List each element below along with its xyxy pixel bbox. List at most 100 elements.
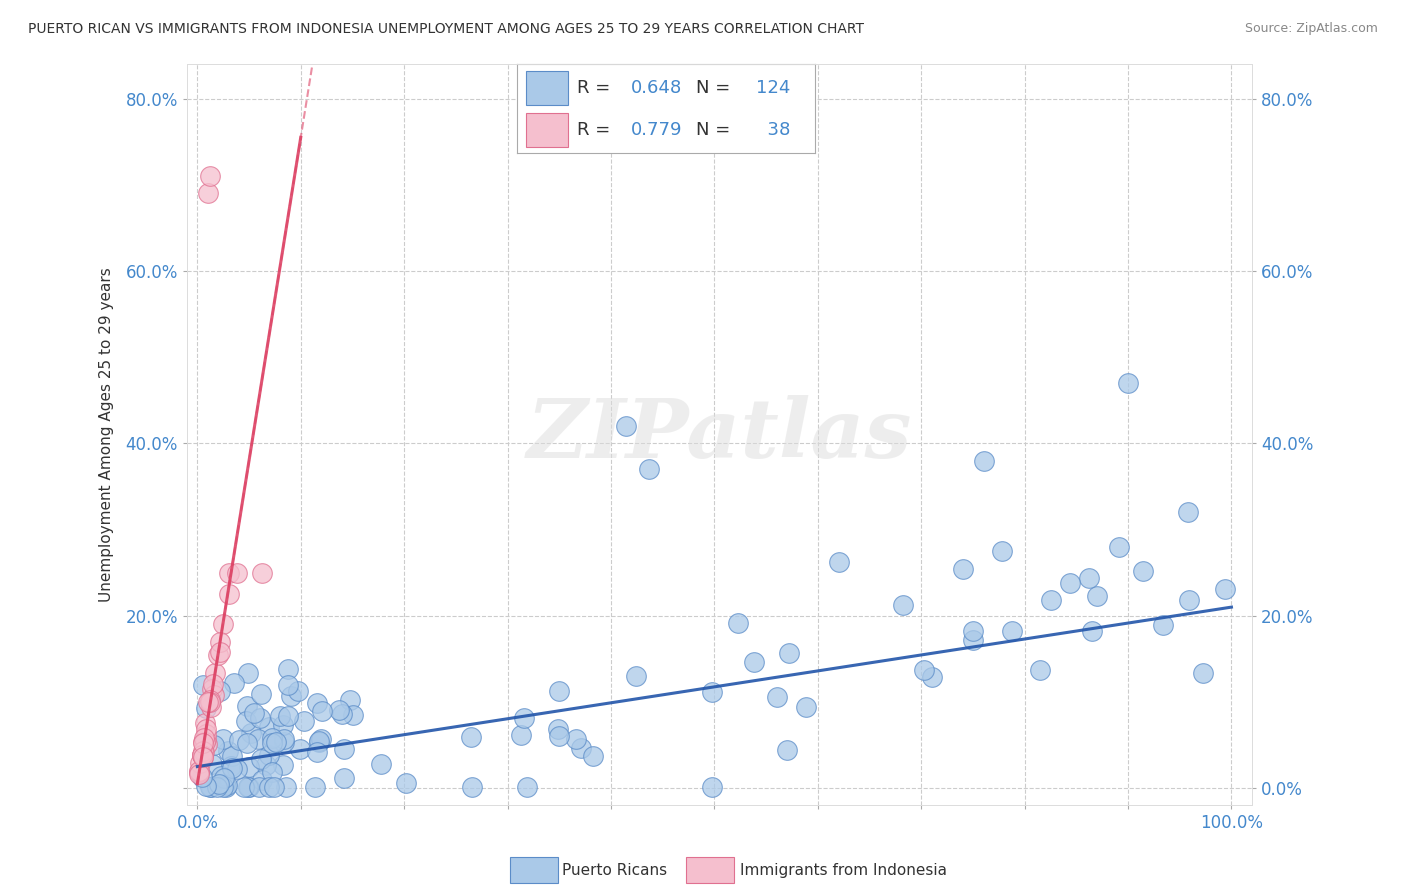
Point: [198, 780, 221, 795]
Point: [238, 780, 260, 795]
Point: [232, 780, 254, 795]
Point: [1116, 376, 1139, 390]
Point: [209, 769, 232, 783]
Text: ZIPatlas: ZIPatlas: [527, 395, 912, 475]
Point: [742, 655, 765, 669]
Point: [198, 693, 221, 707]
Point: [259, 720, 281, 734]
Point: [195, 731, 218, 746]
Point: [307, 745, 329, 759]
Point: [309, 731, 332, 746]
Point: [202, 688, 225, 702]
Point: [513, 711, 536, 725]
Point: [912, 663, 935, 677]
Point: [236, 698, 259, 713]
Point: [509, 728, 531, 742]
Point: [263, 780, 285, 795]
Point: [188, 764, 211, 779]
Point: [222, 676, 245, 690]
Point: [212, 616, 235, 631]
Point: [194, 716, 217, 731]
Point: [262, 736, 284, 750]
Point: [766, 690, 789, 704]
Point: [235, 714, 257, 728]
Point: [394, 775, 416, 789]
Point: [221, 761, 243, 775]
Point: [273, 734, 295, 748]
Point: [991, 544, 1014, 558]
Point: [205, 780, 228, 795]
Point: [194, 700, 217, 714]
Point: [214, 776, 236, 790]
Point: [308, 733, 330, 747]
Point: [218, 566, 240, 580]
Point: [339, 693, 361, 707]
Point: [962, 632, 984, 647]
Point: [193, 746, 215, 760]
Text: Puerto Ricans: Puerto Ricans: [562, 863, 668, 878]
Point: [208, 644, 231, 658]
Point: [332, 742, 354, 756]
Point: [547, 684, 569, 698]
Point: [247, 780, 270, 795]
Point: [207, 648, 229, 662]
Point: [727, 615, 749, 630]
Point: [250, 752, 273, 766]
Point: [304, 780, 326, 795]
Point: [294, 714, 316, 728]
Point: [190, 747, 212, 762]
Point: [212, 732, 235, 747]
Point: [277, 677, 299, 691]
Y-axis label: Unemployment Among Ages 25 to 29 years: Unemployment Among Ages 25 to 29 years: [100, 268, 114, 602]
Point: [308, 735, 330, 749]
Point: [828, 556, 851, 570]
Point: [266, 735, 288, 749]
Point: [794, 699, 817, 714]
Point: [201, 757, 224, 772]
Point: [624, 669, 647, 683]
Point: [1078, 571, 1101, 585]
Point: [1028, 664, 1050, 678]
Point: [226, 566, 249, 580]
Point: [305, 696, 328, 710]
Point: [277, 708, 299, 723]
Point: [1178, 593, 1201, 607]
Point: [700, 780, 723, 795]
Point: [260, 764, 283, 779]
Point: [342, 708, 364, 723]
Point: [208, 684, 231, 698]
Point: [776, 743, 799, 757]
Point: [209, 635, 232, 649]
Point: [238, 760, 260, 774]
Point: [274, 780, 297, 795]
Point: [191, 749, 214, 764]
Point: [197, 186, 219, 201]
Point: [250, 566, 273, 580]
Point: [461, 780, 484, 795]
Point: [1213, 582, 1236, 596]
Point: [201, 677, 224, 691]
Text: PUERTO RICAN VS IMMIGRANTS FROM INDONESIA UNEMPLOYMENT AMONG AGES 25 TO 29 YEARS: PUERTO RICAN VS IMMIGRANTS FROM INDONESI…: [28, 22, 865, 37]
Point: [328, 703, 350, 717]
Point: [891, 598, 914, 612]
Point: [194, 727, 217, 741]
Point: [257, 748, 280, 763]
Point: [212, 771, 235, 785]
Point: [516, 780, 538, 795]
Point: [228, 732, 250, 747]
Point: [257, 780, 280, 795]
Point: [191, 747, 214, 762]
Point: [215, 780, 238, 795]
Point: [187, 766, 209, 780]
Point: [249, 687, 271, 701]
Point: [236, 736, 259, 750]
Point: [217, 778, 239, 792]
Point: [195, 722, 218, 736]
Point: [330, 707, 353, 722]
Point: [221, 748, 243, 763]
Point: [238, 780, 260, 795]
Point: [1132, 564, 1154, 578]
Point: [460, 730, 482, 744]
Point: [238, 666, 260, 681]
Point: [638, 462, 661, 476]
